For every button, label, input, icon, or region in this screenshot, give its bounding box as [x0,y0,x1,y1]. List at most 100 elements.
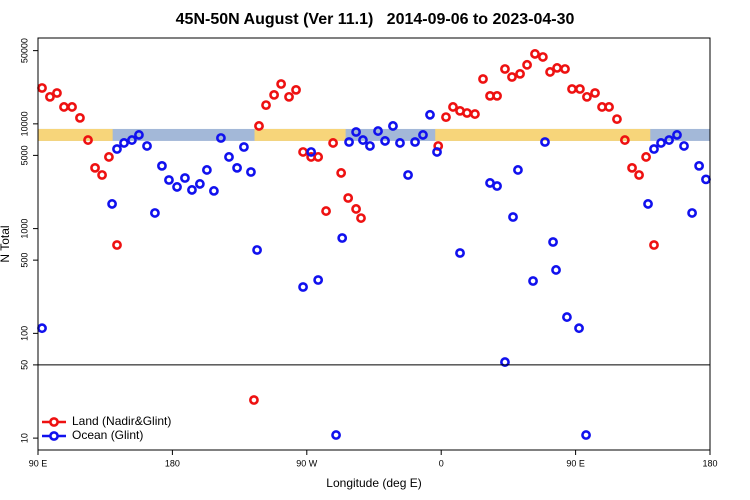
point [59,102,69,112]
point [679,141,689,151]
point [388,121,398,131]
point [418,130,428,140]
point [321,206,331,216]
point [590,88,600,98]
legend-symbol [49,431,59,441]
point [462,108,472,118]
point [254,121,264,131]
point [201,165,212,175]
point [612,114,622,125]
point [373,126,383,136]
point [351,204,361,214]
x-tick-label: 90 E [566,458,585,468]
point [687,208,697,218]
point [90,162,100,173]
y-tick-label: 1000 [19,219,29,239]
point [552,63,562,73]
point [157,160,167,171]
point [194,179,205,189]
point [134,130,144,140]
x-axis-label: Longitude (deg E) [326,476,421,490]
point [508,212,518,222]
point [37,323,47,334]
point [269,89,279,100]
point [567,84,577,94]
point [492,181,502,191]
point [649,240,659,250]
point [455,248,465,258]
point [298,282,308,292]
point [252,245,262,255]
point [365,141,375,151]
point [582,91,592,102]
point [107,199,117,209]
point [37,83,47,93]
point [545,67,555,77]
point [351,127,361,137]
point [562,312,572,322]
point [478,74,488,84]
point [643,199,653,209]
plot-frame [37,37,711,451]
x-tick-label: 90 E [29,458,48,468]
point [356,213,366,223]
point [528,276,538,286]
point [180,173,190,183]
point [142,141,152,151]
point [298,147,308,157]
point [649,144,659,154]
plot [37,49,711,440]
point [551,265,561,275]
point [575,84,585,94]
point [492,90,502,101]
land-strip [435,128,651,141]
ocean-strip [38,128,710,141]
x-tick-label: 0 [439,458,444,468]
point [627,162,637,173]
y-tick-label: 50 [19,360,29,370]
point [380,136,390,146]
y-tick-label: 100 [19,326,29,341]
point [67,102,77,112]
point [672,130,682,140]
point [112,144,122,154]
point [513,165,523,175]
point [548,237,558,247]
point [507,72,517,82]
legend-label: Ocean (Glint) [72,428,143,442]
point [246,167,256,177]
point [358,135,368,145]
point [336,168,347,178]
point [343,193,354,203]
point [112,240,122,250]
point [75,112,85,123]
point [150,208,160,218]
point [187,185,197,195]
land-strip [254,128,346,141]
point [403,170,413,180]
y-tick-label: 10 [19,433,29,443]
y-tick-label: 50000 [19,38,29,63]
point [656,138,666,148]
point [83,135,93,145]
point [276,79,287,89]
point [52,88,62,98]
point [694,160,704,171]
point [313,152,324,162]
point [164,175,174,185]
point [540,137,550,147]
point [574,323,584,334]
x-tick-label: 180 [165,458,180,468]
point [328,138,338,148]
point [45,91,55,102]
point [224,152,234,162]
point [515,68,525,79]
y-tick-label: 500 [19,253,29,268]
point [337,233,348,243]
point [425,109,435,120]
point [232,162,242,173]
legend-label: Land (Nadir&Glint) [72,414,171,428]
point [284,91,294,102]
point [470,109,480,119]
